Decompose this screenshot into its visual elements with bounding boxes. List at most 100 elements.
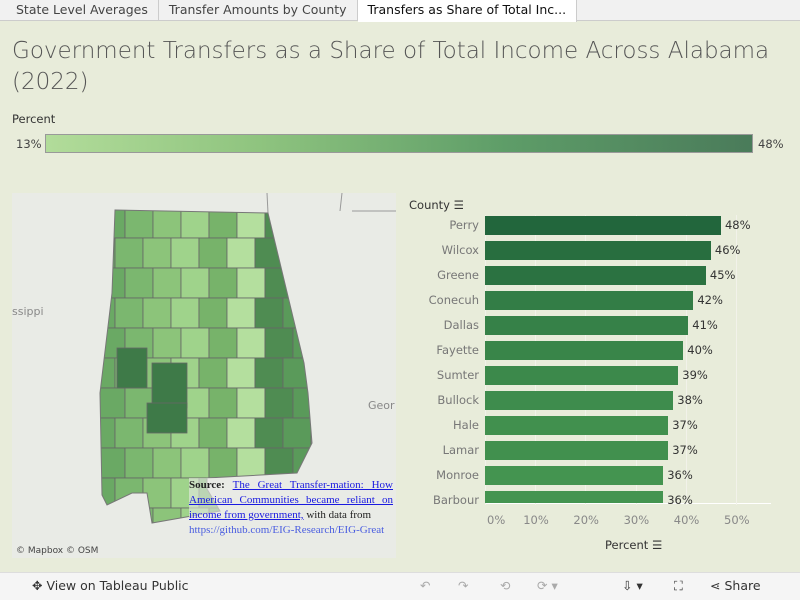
county-shape[interactable] xyxy=(236,327,266,359)
bar[interactable] xyxy=(485,241,711,260)
view-on-tableau-button[interactable]: ✥ View on Tableau Public xyxy=(32,578,189,593)
county-shape[interactable] xyxy=(254,357,284,389)
sort-icon[interactable]: ☰ xyxy=(453,198,464,212)
county-shape[interactable] xyxy=(152,208,182,239)
revert-icon[interactable]: ⟲ xyxy=(500,578,511,593)
county-shape[interactable] xyxy=(114,237,144,269)
alabama-map[interactable]: ssippi Geor Source: The Great Transfer-m… xyxy=(12,193,396,558)
county-shape[interactable] xyxy=(226,417,256,449)
bar-chart: County ☰ Percent ☰ 0% 10% 20% 30% 40% 50% Perr… xyxy=(400,193,800,563)
county-shape[interactable] xyxy=(124,507,154,538)
category-label: Lamar xyxy=(442,443,479,457)
value-label: 45% xyxy=(709,268,736,282)
county-shape[interactable] xyxy=(87,237,116,269)
county-shape[interactable] xyxy=(264,208,294,239)
county-shape[interactable] xyxy=(198,417,228,449)
sort-icon[interactable]: ☰ xyxy=(651,538,663,552)
county-shape[interactable] xyxy=(97,447,126,479)
county-shape[interactable] xyxy=(152,507,182,538)
county-shape[interactable] xyxy=(282,297,312,329)
bar[interactable] xyxy=(485,466,664,485)
category-label: Greene xyxy=(437,268,479,282)
county-shape[interactable] xyxy=(236,387,266,419)
county-shape[interactable] xyxy=(254,297,284,329)
county-shape[interactable] xyxy=(170,297,200,329)
county-shape[interactable] xyxy=(208,327,238,359)
county-shape[interactable] xyxy=(97,267,126,299)
download-icon[interactable]: ⇩ ▾ xyxy=(622,578,643,593)
county-shape[interactable] xyxy=(142,297,172,329)
county-shape[interactable] xyxy=(226,237,256,269)
county-shape[interactable] xyxy=(198,237,228,269)
bar[interactable] xyxy=(485,316,689,335)
county-shape[interactable] xyxy=(208,208,238,239)
county-shape[interactable] xyxy=(97,507,126,538)
county-shape[interactable] xyxy=(97,208,126,239)
bar[interactable] xyxy=(485,366,679,385)
county-shape[interactable] xyxy=(151,362,188,409)
source-link[interactable]: The Great Transfer-mation: How American … xyxy=(189,479,393,521)
county-shape[interactable] xyxy=(152,327,182,359)
undo-icon[interactable]: ↶ xyxy=(420,578,431,593)
county-shape[interactable] xyxy=(226,297,256,329)
bar[interactable] xyxy=(485,341,684,360)
bar[interactable] xyxy=(485,266,706,285)
bar[interactable] xyxy=(485,441,669,460)
county-shape[interactable] xyxy=(152,267,182,299)
county-shape[interactable] xyxy=(292,387,321,419)
county-shape[interactable] xyxy=(124,267,154,299)
tab-2[interactable]: Transfers as Share of Total Inc... xyxy=(357,0,578,22)
bar[interactable] xyxy=(485,391,674,410)
county-shape[interactable] xyxy=(180,327,210,359)
bar[interactable] xyxy=(485,416,669,435)
gridline xyxy=(685,215,687,505)
county-shape[interactable] xyxy=(236,267,266,299)
county-shape[interactable] xyxy=(170,237,200,269)
county-shape[interactable] xyxy=(226,357,256,389)
county-shape[interactable] xyxy=(114,297,144,329)
county-shape[interactable] xyxy=(180,208,210,239)
county-shape[interactable] xyxy=(292,267,321,299)
county-shape[interactable] xyxy=(97,387,126,419)
source-suffix: with data from xyxy=(303,509,372,521)
county-shape[interactable] xyxy=(180,267,210,299)
county-shape[interactable] xyxy=(254,237,284,269)
county-shape[interactable] xyxy=(208,447,238,479)
county-shape[interactable] xyxy=(264,387,294,419)
fullscreen-icon[interactable]: ⛶ xyxy=(674,578,683,593)
county-shape[interactable] xyxy=(180,447,210,479)
redo-icon[interactable]: ↷ xyxy=(458,578,469,593)
county-shape[interactable] xyxy=(292,208,321,239)
county-shape[interactable] xyxy=(152,447,182,479)
county-shape[interactable] xyxy=(124,208,154,239)
tab-0[interactable]: State Level Averages xyxy=(6,0,159,21)
y-axis-title[interactable]: County ☰ xyxy=(409,198,464,212)
x-axis-title[interactable]: Percent ☰ xyxy=(605,538,663,552)
county-shape[interactable] xyxy=(254,417,284,449)
county-shape[interactable] xyxy=(292,327,321,359)
bar[interactable] xyxy=(485,291,694,310)
bar[interactable] xyxy=(485,216,721,235)
county-shape[interactable] xyxy=(208,387,238,419)
refresh-icon[interactable]: ⟳ ▾ xyxy=(537,578,558,593)
county-shape[interactable] xyxy=(142,237,172,269)
county-shape[interactable] xyxy=(264,327,294,359)
county-shape[interactable] xyxy=(264,267,294,299)
county-shape[interactable] xyxy=(116,347,148,389)
tab-1[interactable]: Transfer Amounts by County xyxy=(159,0,358,21)
bar[interactable] xyxy=(485,491,664,503)
source-url[interactable]: https://github.com/EIG-Research/EIG-Grea… xyxy=(189,524,385,536)
county-shape[interactable] xyxy=(198,357,228,389)
county-shape[interactable] xyxy=(236,447,266,479)
legend-label: Percent xyxy=(12,112,56,126)
county-shape[interactable] xyxy=(198,297,228,329)
value-label: 48% xyxy=(724,218,751,232)
county-shape[interactable] xyxy=(146,402,188,434)
county-shape[interactable] xyxy=(208,267,238,299)
county-shape[interactable] xyxy=(124,447,154,479)
county-shape[interactable] xyxy=(282,237,312,269)
county-shape[interactable] xyxy=(114,417,144,449)
county-shape[interactable] xyxy=(282,417,312,449)
map-attribution[interactable]: © Mapbox © OSM xyxy=(16,546,99,556)
share-button[interactable]: ⋖ Share xyxy=(710,578,761,593)
